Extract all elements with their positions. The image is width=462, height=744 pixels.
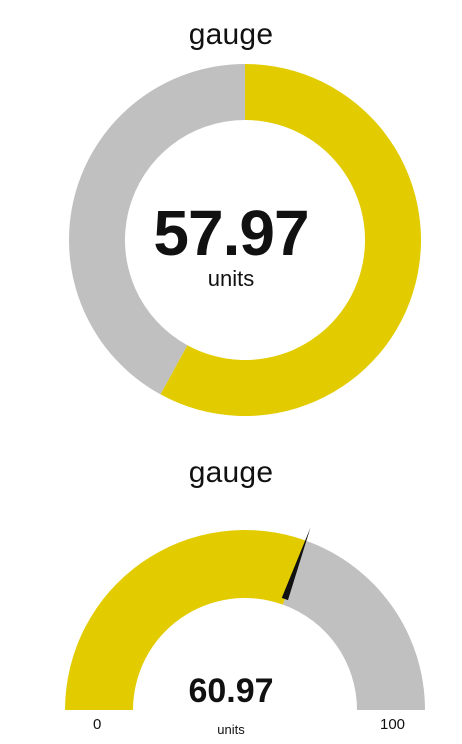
semi-gauge — [65, 527, 425, 710]
semi-gauge-value: 60.97 — [188, 672, 274, 710]
donut-gauge-title: gauge — [188, 18, 274, 51]
semi-gauge-track — [282, 540, 425, 710]
semi-gauge-max-label: 100 — [380, 716, 406, 733]
donut-gauge-fill — [160, 64, 421, 416]
semi-gauge-unit: units — [217, 722, 245, 737]
donut-gauge-value: 57.97 — [153, 197, 309, 269]
semi-gauge-title: gauge — [188, 456, 274, 489]
donut-gauge — [68, 64, 421, 416]
semi-gauge-fill — [65, 530, 306, 710]
semi-gauge-needle — [281, 527, 311, 601]
semi-gauge-min-label: 0 — [93, 716, 102, 733]
donut-gauge-unit: units — [207, 266, 255, 291]
donut-gauge-track — [68, 64, 245, 395]
